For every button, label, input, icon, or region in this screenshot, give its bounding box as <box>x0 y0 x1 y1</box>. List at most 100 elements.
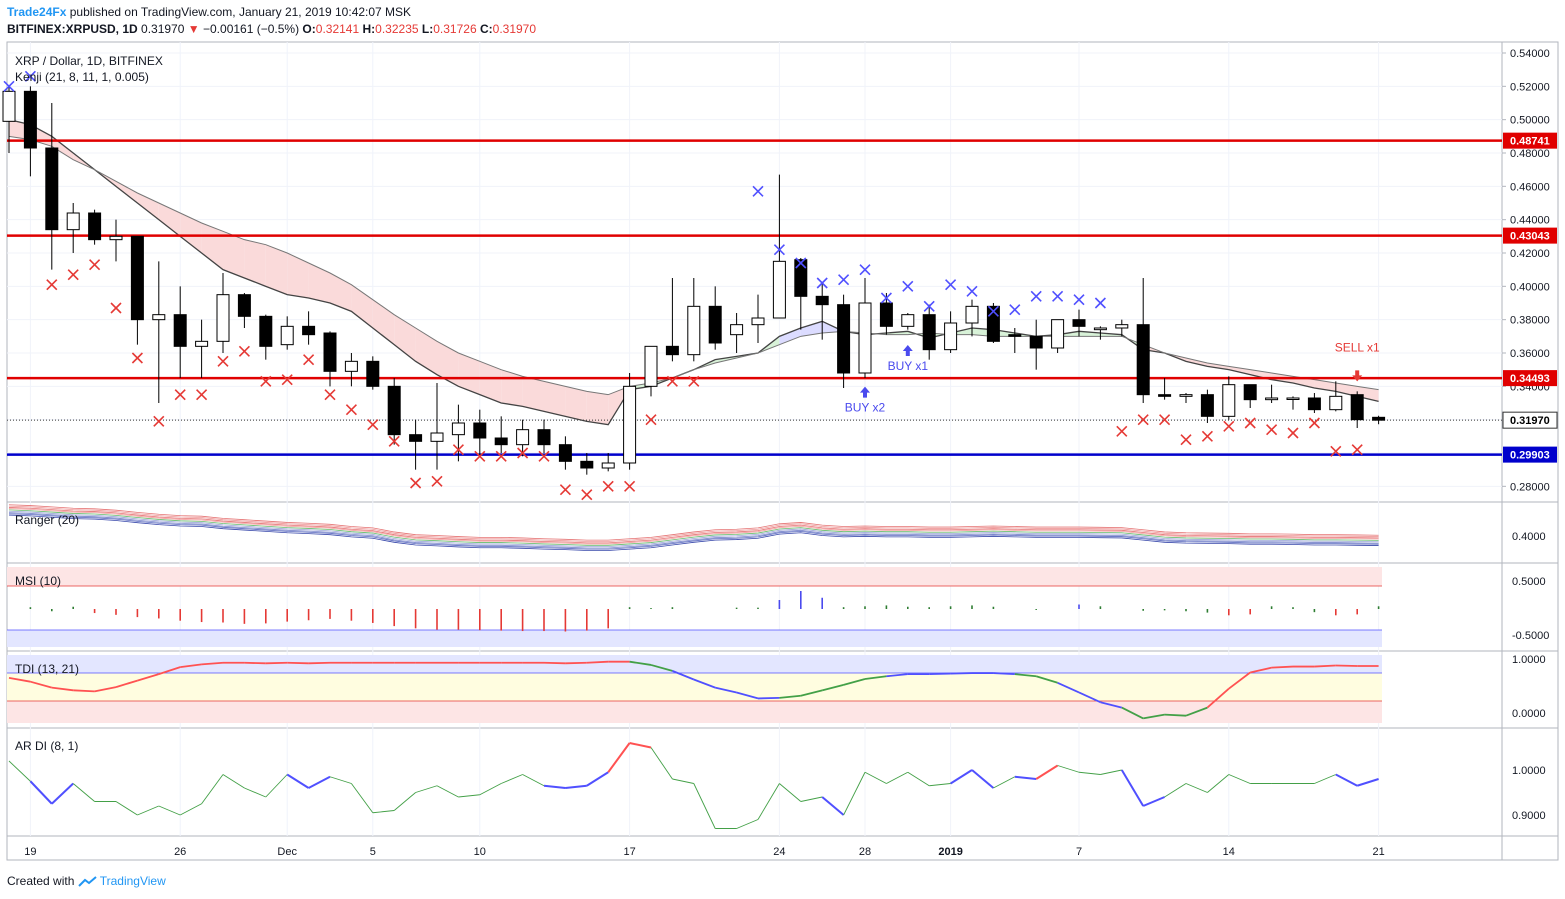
tdi-segment <box>308 661 331 665</box>
signal-cross <box>624 480 636 492</box>
ardi-segment <box>1120 769 1145 807</box>
signal-cross <box>1244 417 1256 429</box>
candle <box>473 409 487 457</box>
tradingview-link[interactable]: TradingView <box>99 874 166 888</box>
close-value: 0.31970 <box>492 22 537 36</box>
ardi-segment <box>72 783 95 802</box>
time-axis[interactable]: 19 26 Dec 5 10 17 24 28 2019 7 14 21 <box>24 846 1384 858</box>
ranger-band <box>8 508 1379 545</box>
ardi-segment <box>265 774 288 798</box>
cross-stroke <box>581 489 593 501</box>
cross-stroke <box>795 257 807 269</box>
signal-cross <box>303 354 315 366</box>
signal-cross <box>324 389 336 401</box>
cross-stroke <box>67 269 79 281</box>
ardi-segment <box>436 785 459 798</box>
indicator-tick-label: -0.5000 <box>1512 630 1549 642</box>
candle <box>66 203 80 253</box>
cross-stroke <box>688 375 700 387</box>
signal-cross <box>1308 417 1320 429</box>
signal-cross <box>388 435 400 447</box>
candle <box>1115 319 1129 337</box>
candle-body <box>1051 319 1065 349</box>
ardi-segment <box>29 780 53 805</box>
candle-body <box>302 325 316 336</box>
indicator-tick-label: 0.0000 <box>1512 708 1546 720</box>
candle <box>601 453 615 472</box>
kenji-cloud-segment <box>223 231 245 278</box>
ranger-band <box>8 513 1379 550</box>
candle-body <box>901 314 915 327</box>
price-axis[interactable]: 0.54000 0.52000 0.50000 0.48000 0.46000 0.440… <box>1502 48 1558 822</box>
candle-body <box>1350 394 1364 421</box>
candle <box>901 313 915 330</box>
level-price-label: 0.43043 <box>1510 231 1550 243</box>
kenji-cloud-segment <box>779 328 801 345</box>
candles[interactable] <box>2 86 1386 475</box>
cross-stroke <box>773 244 785 256</box>
candle-body <box>173 314 187 347</box>
kenji-cloud <box>9 119 1379 425</box>
signal-cross <box>902 280 914 292</box>
candle <box>1350 391 1364 428</box>
cross-stroke <box>923 300 935 312</box>
cross-stroke <box>666 375 678 387</box>
ardi-segment <box>864 771 887 784</box>
candle <box>965 299 979 337</box>
kenji-label: Kenji (21, 8, 11, 1, 0.005) <box>15 70 149 84</box>
cross-stroke <box>46 279 58 291</box>
candle <box>430 383 444 470</box>
signal-cross <box>1180 434 1192 446</box>
signal-cross <box>174 389 186 401</box>
tdi-mid-zone <box>7 673 1382 701</box>
candle-body <box>451 422 465 436</box>
kenji-cloud-segment <box>415 328 437 375</box>
signal-cross <box>238 345 250 357</box>
tradingview-logo-icon <box>78 876 97 887</box>
candle <box>237 293 251 328</box>
price-tick-label: 0.52000 <box>1510 81 1550 93</box>
date-tick-label: 17 <box>623 846 635 858</box>
kenji-cloud-segment <box>137 193 159 220</box>
tdi-label: TDI (13, 21) <box>15 662 79 676</box>
ardi-segment <box>929 783 951 787</box>
signal-cross <box>538 450 550 462</box>
ardi-segment <box>372 810 395 814</box>
ardi-segment <box>843 772 866 816</box>
tdi-segment <box>864 675 887 680</box>
signal-cross <box>1223 420 1235 432</box>
ardi-segment <box>522 774 545 787</box>
cross-stroke <box>495 450 507 462</box>
candle <box>837 294 851 388</box>
cross-stroke <box>1223 420 1235 432</box>
cross-stroke <box>260 375 272 387</box>
ardi-segment <box>308 775 331 789</box>
candle-body <box>130 235 144 321</box>
signal-cross <box>410 477 422 489</box>
candle-body <box>323 332 337 372</box>
kenji-cloud-segment <box>1228 366 1251 375</box>
candle <box>708 286 722 350</box>
footer: Created with TradingView <box>7 874 166 888</box>
kenji-cloud-segment <box>1207 363 1229 370</box>
tdi-segment <box>672 670 695 681</box>
signal-cross <box>281 374 293 386</box>
signal-cross <box>3 80 15 92</box>
candle-body <box>1307 397 1321 411</box>
cross-stroke <box>1266 424 1278 436</box>
candle-body <box>66 212 80 231</box>
candle-body <box>1243 384 1257 401</box>
buy-arrow-icon <box>860 386 870 398</box>
cross-stroke <box>602 480 614 492</box>
signal-cross <box>1201 430 1213 442</box>
msi-label: MSI (10) <box>15 574 61 588</box>
ardi-segment <box>779 783 802 802</box>
cross-stroke <box>1009 304 1021 316</box>
chart-canvas[interactable]: BUY x2 BUY x1 SELL x1 0.54000 0.52000 0.5000… <box>0 0 1565 870</box>
ardi-segment <box>479 783 502 796</box>
cross-stroke <box>3 80 15 92</box>
candle-body <box>1286 397 1300 400</box>
kenji-cloud-segment <box>1186 358 1208 367</box>
signal-cross <box>367 419 379 431</box>
publisher-name[interactable]: Trade24Fx <box>7 5 67 19</box>
